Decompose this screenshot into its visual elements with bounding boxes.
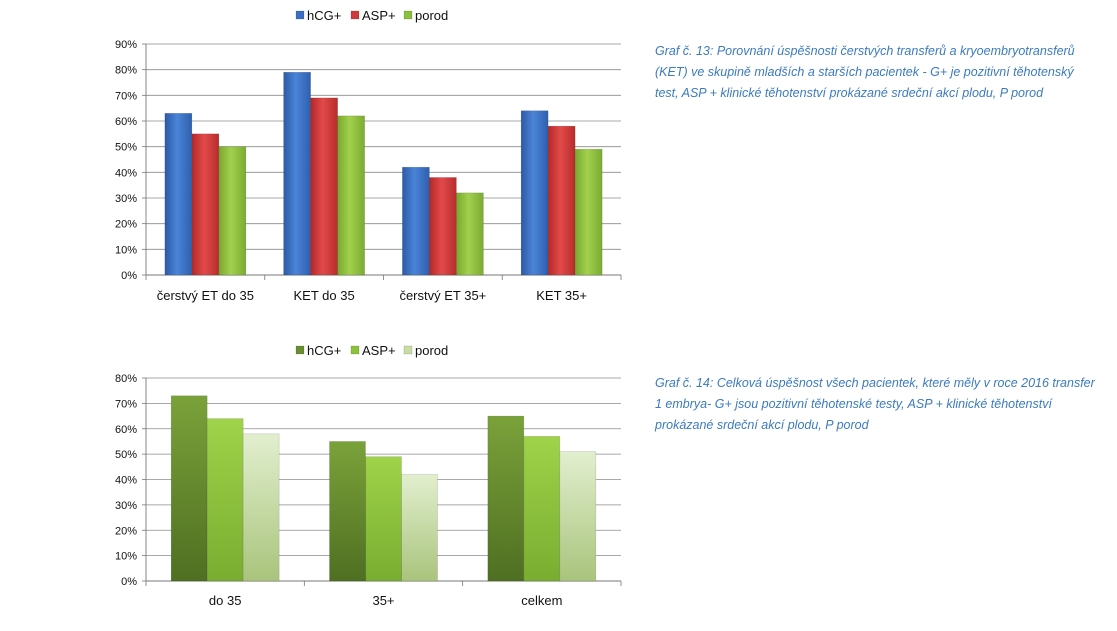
- y-tick-label: 90%: [115, 39, 137, 51]
- y-tick-label: 70%: [115, 90, 137, 102]
- y-tick-label: 30%: [115, 500, 137, 512]
- bar-asp-3: [523, 436, 561, 582]
- bar-porod-2: [337, 115, 365, 276]
- y-tick-label: 10%: [115, 551, 137, 563]
- legend: hCG+ ASP+ porod: [295, 343, 448, 358]
- x-tick-label: celkem: [521, 593, 562, 608]
- bar-hcg-2: [329, 441, 366, 582]
- legend-swatch: [403, 345, 413, 355]
- bar-porod-2: [401, 474, 438, 582]
- y-tick-label: 80%: [115, 65, 137, 77]
- y-tick-label: 50%: [115, 142, 137, 154]
- legend-swatch: [350, 345, 360, 355]
- x-tick-label: do 35: [209, 593, 242, 608]
- chart-1: 0% 10% 20% 30% 40% 50% 60% 70% 80% 90% čerstvý ET …: [115, 8, 622, 303]
- y-tick-label: 40%: [115, 475, 137, 487]
- y-tick-label: 60%: [115, 116, 137, 128]
- bar-asp-1: [191, 133, 220, 276]
- legend-swatch: [403, 10, 413, 20]
- x-tick-label: 35+: [372, 593, 394, 608]
- x-tick-label: čerstvý ET 35+: [399, 288, 486, 303]
- legend-swatch: [350, 10, 360, 20]
- bar-hcg-4: [520, 110, 549, 276]
- chart-14-caption: Graf č. 14: Celková úspěšnost všech paci…: [655, 376, 1095, 432]
- y-tick-label: 50%: [115, 449, 137, 461]
- legend-label: porod: [415, 343, 448, 358]
- legend-label: hCG+: [307, 8, 341, 23]
- bar-hcg-3: [402, 166, 430, 276]
- y-tick-label: 20%: [115, 219, 137, 231]
- bar-hcg-1: [170, 395, 208, 582]
- y-tick-label: 10%: [115, 244, 137, 256]
- bar-porod-3: [559, 451, 597, 582]
- bar-hcg-1: [164, 113, 193, 276]
- y-tick-label: 70%: [115, 398, 137, 410]
- bar-asp-2: [365, 456, 402, 582]
- y-tick-label: 30%: [115, 193, 137, 205]
- bar-hcg-2: [283, 71, 311, 276]
- bar-porod-3: [456, 192, 484, 276]
- bar-asp-2: [310, 97, 338, 276]
- legend-label: hCG+: [307, 343, 341, 358]
- legend-label: ASP+: [362, 343, 396, 358]
- bar-porod-1: [218, 146, 247, 276]
- x-tick-label: čerstvý ET do 35: [157, 288, 254, 303]
- bar-porod-1: [242, 433, 280, 582]
- y-tick-label: 20%: [115, 525, 137, 537]
- x-tick-label: KET do 35: [294, 288, 355, 303]
- x-tick-label: KET 35+: [536, 288, 587, 303]
- legend-label: ASP+: [362, 8, 396, 23]
- legend: hCG+ ASP+ porod: [295, 8, 448, 23]
- y-tick-label: 40%: [115, 167, 137, 179]
- y-tick-label: 0%: [121, 270, 137, 282]
- y-tick-label: 80%: [115, 373, 137, 385]
- legend-swatch: [295, 10, 305, 20]
- y-tick-label: 0%: [121, 576, 137, 588]
- chart-13-caption: Graf č. 13: Porovnání úspěšnosti čerstvý…: [655, 44, 1075, 100]
- legend-swatch: [295, 345, 305, 355]
- chart-2: 0% 10% 20% 30% 40% 50% 60% 70% 80% do 35 35+ celkem…: [115, 343, 622, 608]
- bar-asp-4: [547, 125, 576, 276]
- y-tick-label: 60%: [115, 424, 137, 436]
- bar-asp-1: [206, 418, 244, 582]
- bar-porod-4: [574, 148, 603, 276]
- bar-asp-3: [429, 177, 457, 276]
- legend-label: porod: [415, 8, 448, 23]
- bar-hcg-3: [487, 415, 525, 582]
